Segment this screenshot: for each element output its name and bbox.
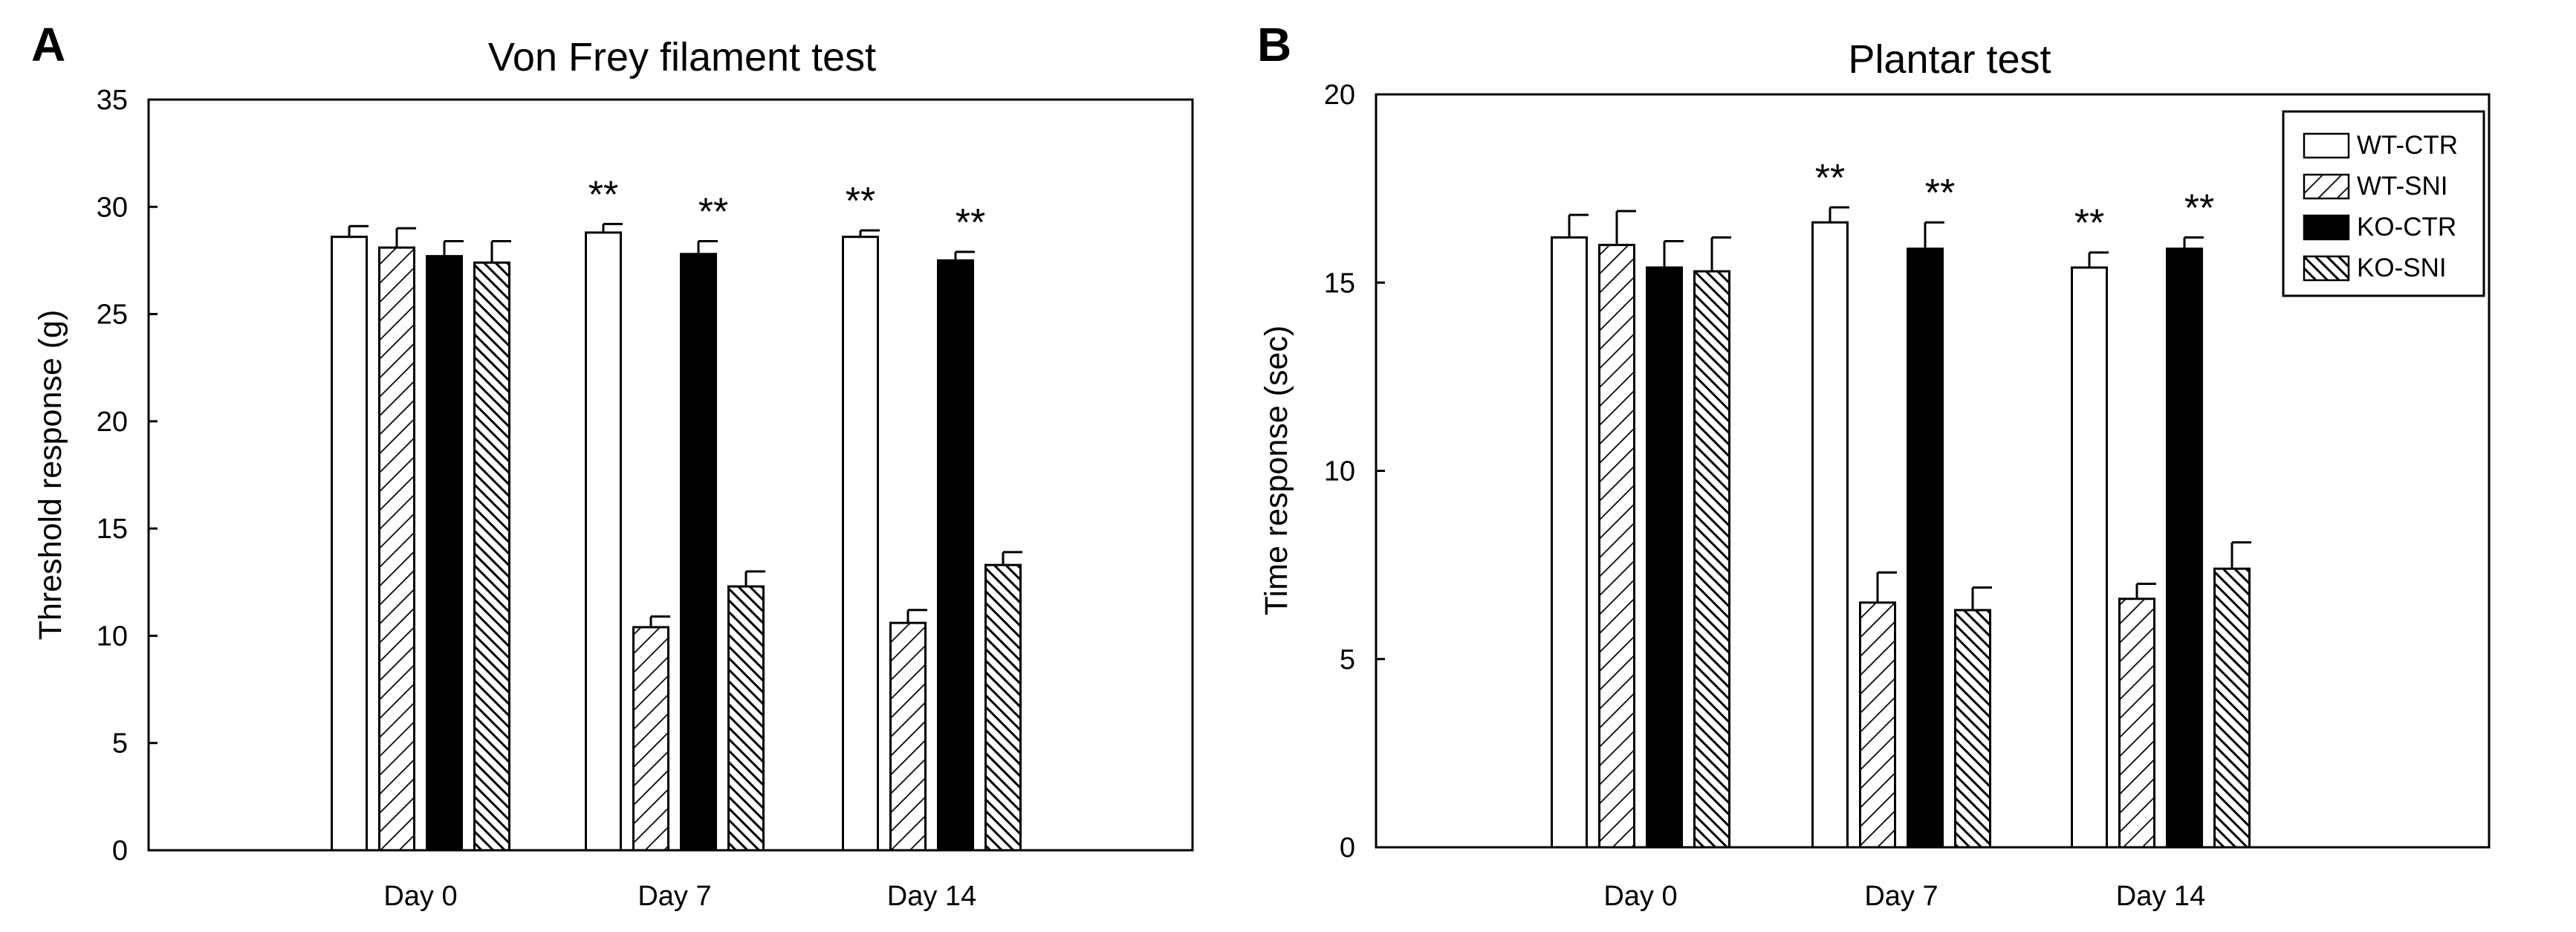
chart-a-labels: Day 0 Day 7 Day 14 ** ** ** ** bbox=[383, 173, 985, 912]
bar-wt-sni-day-7 bbox=[1859, 601, 1896, 849]
y-tick-label: 25 bbox=[97, 300, 128, 331]
significance-marker: ** bbox=[1925, 172, 1955, 215]
legend-swatch-wt-ctr bbox=[2303, 132, 2350, 159]
x-category-label: Day 0 bbox=[383, 881, 457, 912]
bar-ko-ctr-day-14 bbox=[937, 259, 974, 852]
bar-ko-sni-day-7 bbox=[1954, 609, 1991, 849]
chart-a-title: Von Frey filament test bbox=[488, 35, 876, 80]
legend-label-wt-ctr: WT-CTR bbox=[2357, 131, 2458, 160]
legend-label-ko-ctr: KO-CTR bbox=[2357, 213, 2456, 242]
y-tick-label: 30 bbox=[97, 192, 128, 223]
chart-a-axes: 0 5 10 15 20 25 30 35 bbox=[97, 85, 158, 867]
significance-marker: ** bbox=[956, 201, 985, 245]
bar-wt-sni-day-14 bbox=[2118, 598, 2155, 849]
bar-wt-ctr-day-14 bbox=[2071, 266, 2108, 849]
chart-b-title: Plantar test bbox=[1848, 37, 2051, 82]
bar-wt-sni-day-0 bbox=[378, 246, 415, 852]
chart-b-y-axis-label: Time response (sec) bbox=[1259, 326, 1294, 615]
y-tick-label: 15 bbox=[97, 514, 128, 545]
bar-wt-ctr-day-14 bbox=[842, 236, 879, 852]
significance-marker: ** bbox=[698, 190, 728, 233]
legend-label-ko-sni: KO-SNI bbox=[2357, 253, 2447, 282]
y-tick-label: 0 bbox=[112, 835, 128, 867]
legend-swatch-ko-ctr bbox=[2303, 214, 2350, 241]
chart-a-y-axis-label: Threshold response (g) bbox=[33, 310, 68, 641]
chart-a-bars bbox=[331, 222, 1022, 852]
bar-ko-ctr-day-7 bbox=[680, 253, 717, 852]
bar-wt-ctr-day-7 bbox=[585, 231, 622, 852]
legend-swatch-ko-sni bbox=[2303, 255, 2350, 282]
y-tick-label: 15 bbox=[1324, 268, 1355, 299]
chart-a-plot-frame bbox=[147, 98, 1194, 852]
x-category-label: Day 14 bbox=[2116, 881, 2205, 912]
bar-wt-sni-day-14 bbox=[889, 621, 927, 852]
significance-marker: ** bbox=[846, 180, 875, 223]
y-tick-label: 5 bbox=[112, 728, 128, 760]
significance-marker: ** bbox=[1815, 157, 1845, 200]
legend-swatch-wt-sni bbox=[2303, 173, 2350, 200]
y-tick-label: 20 bbox=[97, 407, 128, 438]
bar-wt-ctr-day-7 bbox=[1811, 221, 1849, 849]
bar-ko-sni-day-7 bbox=[727, 585, 765, 852]
bar-ko-sni-day-14 bbox=[2213, 567, 2251, 849]
bar-wt-sni-day-7 bbox=[632, 626, 669, 852]
bar-ko-sni-day-0 bbox=[473, 261, 510, 852]
chart-b-axes: 0 5 10 15 20 bbox=[1324, 80, 1385, 864]
bar-ko-sni-day-0 bbox=[1693, 270, 1730, 849]
significance-marker: ** bbox=[2184, 187, 2214, 230]
panel-b-letter: B bbox=[1257, 18, 1291, 71]
y-tick-label: 10 bbox=[97, 621, 128, 652]
x-category-label: Day 7 bbox=[637, 881, 711, 912]
y-tick-label: 0 bbox=[1340, 832, 1355, 864]
chart-b-bars bbox=[1551, 206, 2251, 849]
chart-b-legend: WT-CTR WT-SNI KO-CTR KO-SNI bbox=[2282, 110, 2485, 297]
bar-ko-ctr-day-0 bbox=[426, 255, 463, 852]
significance-marker: ** bbox=[2074, 202, 2104, 245]
bar-wt-ctr-day-0 bbox=[1551, 236, 1588, 849]
x-category-label: Day 7 bbox=[1864, 881, 1938, 912]
bar-ko-ctr-day-14 bbox=[2166, 247, 2203, 849]
bar-ko-ctr-day-7 bbox=[1907, 247, 1944, 849]
bar-ko-ctr-day-0 bbox=[1646, 266, 1683, 849]
y-tick-label: 10 bbox=[1324, 456, 1355, 488]
y-tick-label: 5 bbox=[1340, 644, 1355, 676]
bar-wt-sni-day-0 bbox=[1598, 244, 1635, 849]
significance-marker: ** bbox=[588, 173, 618, 216]
y-tick-label: 20 bbox=[1324, 80, 1355, 111]
chart-b-labels: Day 0 Day 7 Day 14 ** ** ** ** bbox=[1603, 157, 2214, 912]
y-tick-label: 35 bbox=[97, 85, 128, 116]
legend-label-wt-sni: WT-SNI bbox=[2357, 172, 2447, 201]
panel-b-chart: B Plantar test 0 5 10 15 20 Day 0 Day 7 Day 14… bbox=[1257, 18, 2491, 912]
bar-wt-ctr-day-0 bbox=[331, 236, 368, 852]
panel-a-letter: A bbox=[31, 18, 65, 71]
x-category-label: Day 14 bbox=[887, 881, 976, 912]
bar-ko-sni-day-14 bbox=[984, 563, 1022, 852]
panel-a-chart: A Von Frey filament test 05101520253035 … bbox=[31, 18, 1194, 912]
x-category-label: Day 0 bbox=[1603, 881, 1677, 912]
